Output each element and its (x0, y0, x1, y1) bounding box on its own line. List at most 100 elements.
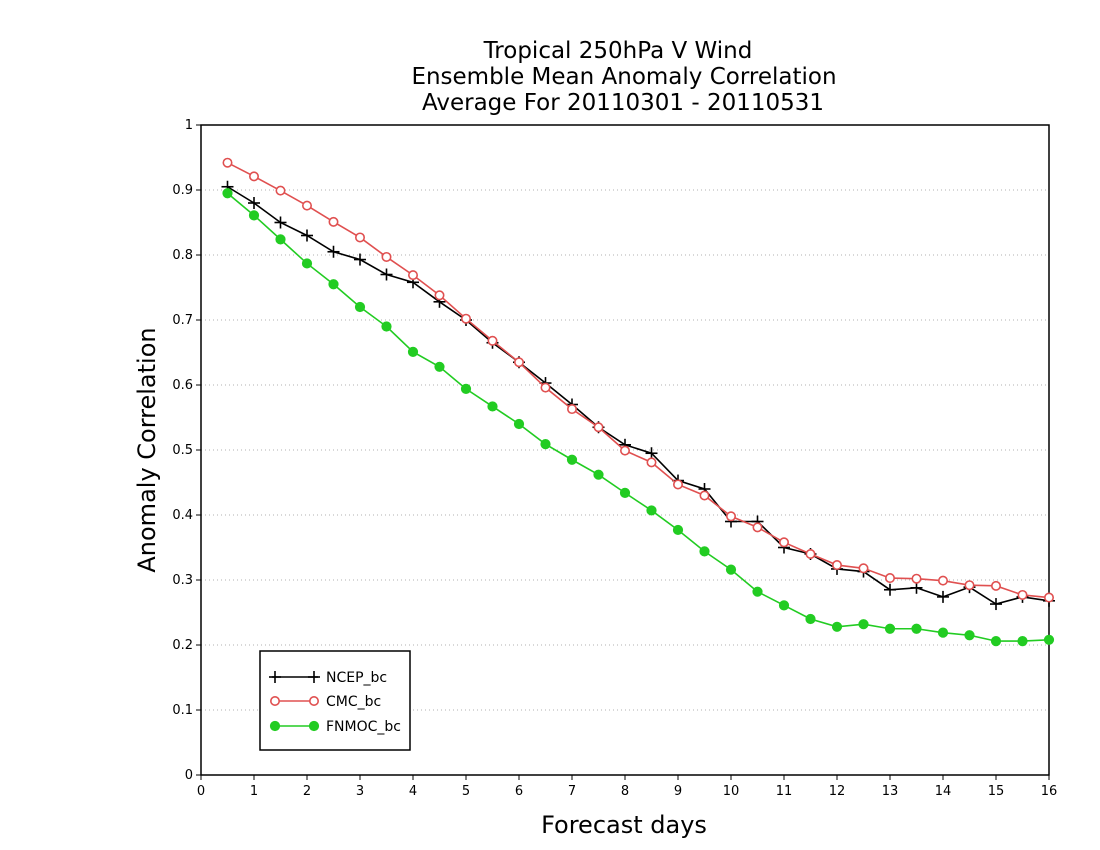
y-tick-label: 0.8 (172, 248, 193, 263)
legend-entry-ncep-bc: NCEP_bc (269, 670, 387, 686)
y-tick-label: 0.1 (172, 703, 193, 718)
x-tick-label: 11 (776, 784, 793, 799)
x-tick-label: 4 (409, 784, 417, 799)
data-point-cmc-bc (752, 522, 763, 533)
y-axis-label: Anomaly Correlation (133, 327, 161, 572)
y-tick-label: 0.4 (172, 508, 193, 523)
legend-marker (308, 671, 320, 683)
x-tick-label: 10 (723, 784, 740, 799)
data-point-fnmoc-bc (328, 279, 339, 290)
data-point-fnmoc-bc (858, 619, 869, 630)
data-point-fnmoc-bc (699, 546, 710, 557)
y-tick-label: 0.9 (172, 183, 193, 198)
x-tick-label: 5 (462, 784, 470, 799)
data-point-cmc-bc (911, 573, 922, 584)
legend-marker (308, 720, 320, 732)
data-point-fnmoc-bc (1017, 636, 1028, 647)
series-cmc-bc (222, 157, 1055, 603)
data-point-cmc-bc (1044, 592, 1055, 603)
data-point-cmc-bc (990, 580, 1001, 591)
legend: NCEP_bc CMC_bc FNMOC_bc (259, 650, 411, 751)
data-point-cmc-bc (1017, 589, 1028, 600)
data-point-cmc-bc (619, 445, 630, 456)
series-fnmoc-bc (222, 188, 1055, 647)
data-point-cmc-bc (778, 537, 789, 548)
data-point-fnmoc-bc (354, 301, 366, 313)
legend-marker (269, 695, 280, 706)
data-point-ncep-bc (327, 245, 340, 258)
x-tick-label: 1 (250, 784, 258, 799)
legend-label-fnmoc-bc: FNMOC_bc (326, 719, 401, 735)
data-point-fnmoc-bc (911, 623, 922, 634)
data-point-cmc-bc (328, 216, 339, 227)
x-tick-label: 8 (621, 784, 629, 799)
data-point-fnmoc-bc (990, 636, 1002, 647)
legend-marker (269, 720, 281, 732)
legend-entry-cmc-bc: CMC_bc (269, 694, 381, 710)
x-tick-label: 3 (356, 784, 364, 799)
legend-marker (269, 671, 281, 683)
data-series (221, 157, 1055, 647)
y-tick-label: 1 (185, 118, 193, 133)
data-point-fnmoc-bc (566, 454, 578, 465)
data-point-ncep-bc (380, 268, 393, 281)
data-point-cmc-bc (513, 357, 524, 368)
data-point-ncep-bc (645, 447, 658, 460)
data-point-fnmoc-bc (964, 630, 975, 641)
data-point-ncep-bc (937, 590, 949, 603)
data-point-fnmoc-bc (381, 321, 392, 332)
data-point-cmc-bc (937, 575, 948, 586)
x-tick-label: 14 (935, 784, 952, 799)
data-point-fnmoc-bc (407, 346, 419, 357)
x-tick-label: 9 (674, 784, 682, 799)
data-point-cmc-bc (566, 404, 577, 415)
x-axis-label: Forecast days (541, 811, 707, 839)
y-tick-label: 0.7 (172, 313, 193, 328)
data-point-fnmoc-bc (248, 210, 260, 221)
data-point-fnmoc-bc (831, 621, 843, 632)
data-point-fnmoc-bc (672, 524, 684, 536)
data-point-ncep-bc (990, 598, 1002, 611)
data-point-cmc-bc (249, 171, 260, 182)
data-point-fnmoc-bc (725, 564, 737, 575)
data-point-fnmoc-bc (434, 361, 445, 372)
x-tick-label: 12 (829, 784, 846, 799)
data-point-cmc-bc (381, 251, 392, 262)
data-point-fnmoc-bc (646, 505, 657, 516)
data-point-cmc-bc (434, 290, 445, 301)
legend-label-cmc-bc: CMC_bc (326, 694, 381, 710)
series-ncep-bc (221, 180, 1055, 611)
data-point-cmc-bc (699, 490, 710, 501)
data-point-cmc-bc (407, 270, 418, 281)
data-point-fnmoc-bc (593, 469, 604, 480)
data-point-fnmoc-bc (805, 613, 816, 625)
series-line-ncep-bc (227, 186, 1050, 605)
data-point-ncep-bc (910, 581, 923, 594)
data-point-cmc-bc (593, 422, 604, 433)
chart-title-line-1: Tropical 250hPa V Wind (483, 38, 753, 64)
data-point-cmc-bc (805, 548, 816, 559)
data-point-cmc-bc (354, 232, 365, 243)
data-point-fnmoc-bc (619, 487, 631, 498)
data-point-ncep-bc (248, 197, 260, 209)
y-tick-label: 0.3 (172, 573, 193, 588)
series-line-fnmoc-bc (226, 192, 1050, 642)
data-point-cmc-bc (672, 479, 683, 490)
data-point-fnmoc-bc (778, 600, 790, 611)
data-point-fnmoc-bc (460, 383, 472, 394)
y-tick-label: 0.6 (172, 378, 193, 393)
data-point-fnmoc-bc (222, 188, 233, 199)
data-point-cmc-bc (858, 563, 869, 574)
data-point-cmc-bc (301, 200, 312, 211)
y-tick-label: 0 (185, 768, 193, 783)
chart-title-line-3: Average For 20110301 - 20110531 (422, 90, 824, 116)
y-tick-label: 0.5 (172, 443, 193, 458)
data-point-ncep-bc (301, 229, 313, 242)
data-point-cmc-bc (275, 185, 286, 196)
data-point-cmc-bc (540, 382, 551, 393)
data-point-fnmoc-bc (540, 439, 551, 450)
axis-ticks: 00.10.20.30.40.50.60.70.80.910 1 2 3 4 5 6 7 8 9 1… (172, 118, 1057, 799)
data-point-cmc-bc (487, 335, 498, 346)
legend-label-ncep-bc: NCEP_bc (326, 670, 387, 686)
x-tick-label: 2 (303, 784, 311, 799)
